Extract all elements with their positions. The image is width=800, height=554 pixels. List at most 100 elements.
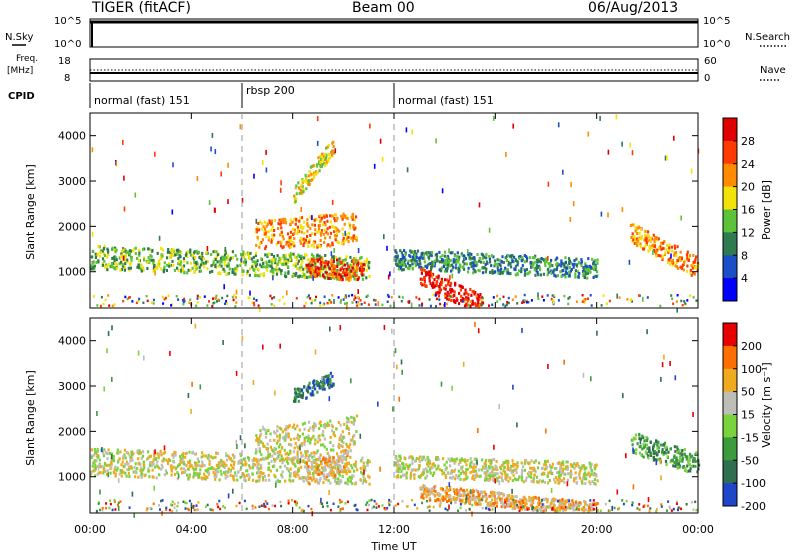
- heatmap-cell: [258, 307, 261, 313]
- heatmap-cell: [327, 157, 330, 161]
- heatmap-cell: [564, 508, 567, 512]
- heatmap-cell: [490, 254, 494, 258]
- heatmap-cell: [420, 282, 423, 285]
- heatmap-cell: [461, 285, 464, 289]
- heatmap-cell: [408, 456, 411, 460]
- heatmap-cell: [443, 250, 447, 254]
- heatmap-cell: [140, 263, 143, 267]
- heatmap-cell: [353, 469, 356, 473]
- heatmap-cell: [319, 214, 322, 217]
- heatmap-cell: [162, 270, 165, 274]
- heatmap-cell: [396, 254, 399, 258]
- heatmap-cell: [584, 267, 587, 271]
- heatmap-cell: [261, 476, 265, 480]
- heatmap-cell: [543, 480, 547, 484]
- heatmap-cell: [546, 498, 549, 502]
- heatmap-cell: [218, 259, 221, 263]
- heatmap-cell: [574, 500, 578, 504]
- heatmap-cell: [493, 259, 497, 263]
- heatmap-cell: [208, 300, 210, 303]
- heatmap-cell: [149, 461, 152, 464]
- heatmap-cell: [269, 445, 272, 449]
- heatmap-cell: [470, 293, 473, 297]
- heatmap-cell: [345, 271, 348, 275]
- heatmap-cell: [399, 262, 403, 266]
- heatmap-cell: [532, 477, 535, 481]
- heatmap-cell: [644, 243, 647, 247]
- heatmap-cell: [125, 474, 128, 478]
- heatmap-cell: [468, 252, 471, 256]
- heatmap-cell: [674, 264, 677, 268]
- heatmap-cell: [292, 233, 295, 236]
- heatmap-cell: [581, 481, 584, 485]
- heatmap-cell: [247, 478, 250, 481]
- heatmap-cell: [520, 507, 523, 511]
- heatmap-cell: [322, 303, 325, 306]
- heatmap-cell: [280, 226, 283, 230]
- heatmap-cell: [321, 387, 324, 391]
- heatmap-cell: [343, 270, 346, 274]
- heatmap-cell: [233, 455, 236, 459]
- heatmap-cell: [324, 152, 327, 156]
- heatmap-cell: [441, 266, 444, 270]
- heatmap-cell: [134, 246, 137, 250]
- heatmap-cell: [451, 263, 454, 267]
- heatmap-cell: [300, 216, 304, 220]
- heatmap-cell: [338, 446, 341, 450]
- heatmap-cell: [420, 495, 423, 499]
- heatmap-cell: [170, 304, 173, 307]
- heatmap-cell: [514, 477, 517, 481]
- heatmap-cell: [322, 458, 325, 462]
- heatmap-cell: [344, 239, 347, 243]
- heatmap-cell: [257, 459, 260, 463]
- heatmap-cell: [302, 237, 305, 241]
- heatmap-cell: [352, 235, 355, 239]
- heatmap-cell: [340, 214, 343, 218]
- heatmap-cell: [546, 465, 549, 469]
- heatmap-cell: [463, 300, 466, 303]
- heatmap-cell: [198, 266, 201, 269]
- heatmap-cell: [318, 478, 322, 482]
- heatmap-cell: [449, 259, 452, 263]
- heatmap-cell: [308, 381, 311, 385]
- heatmap-cell: [280, 446, 284, 449]
- heatmap-cell: [91, 464, 94, 468]
- heatmap-cell: [480, 303, 483, 306]
- heatmap-cell: [154, 151, 156, 157]
- heatmap-cell: [460, 467, 463, 471]
- heatmap-cell: [273, 304, 276, 307]
- heatmap-cell: [339, 436, 342, 440]
- heatmap-cell: [589, 482, 592, 486]
- heatmap-cell: [201, 462, 204, 466]
- heatmap-cell: [553, 478, 556, 482]
- heatmap-cell: [295, 197, 298, 201]
- heatmap-cell: [236, 478, 239, 482]
- heatmap-cell: [163, 297, 166, 301]
- heatmap-cell: [201, 451, 204, 455]
- heatmap-cell: [309, 165, 312, 169]
- heatmap-cell: [408, 253, 411, 257]
- heatmap-cell: [300, 263, 303, 267]
- heatmap-cell: [496, 501, 499, 505]
- heatmap-cell: [97, 471, 100, 475]
- heatmap-cell: [269, 439, 272, 442]
- heatmap-cell: [337, 260, 340, 264]
- heatmap-cell: [520, 267, 523, 271]
- heatmap-cell: [205, 469, 208, 473]
- heatmap-cell: [196, 294, 199, 298]
- heatmap-cell: [272, 449, 275, 453]
- heatmap-cell: [398, 260, 401, 264]
- heatmap-cell: [155, 476, 158, 480]
- heatmap-cell: [377, 301, 380, 307]
- heatmap-cell: [296, 452, 299, 456]
- heatmap-cell: [548, 265, 551, 269]
- heatmap-cell: [119, 268, 122, 272]
- heatmap-cell: [200, 259, 204, 263]
- heatmap-cell: [499, 467, 503, 471]
- heatmap-cell: [656, 248, 659, 252]
- heatmap-cell: [670, 253, 672, 259]
- heatmap-cell: [324, 375, 327, 379]
- heatmap-cell: [280, 272, 283, 276]
- heatmap-cell: [355, 414, 359, 418]
- heatmap-cell: [528, 470, 531, 474]
